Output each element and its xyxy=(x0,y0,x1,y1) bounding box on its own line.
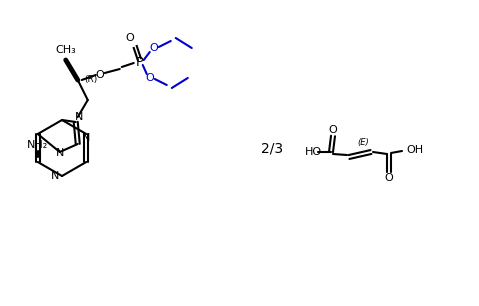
Text: 2/3: 2/3 xyxy=(261,141,283,155)
Text: O: O xyxy=(125,33,134,43)
Text: P: P xyxy=(136,55,144,69)
Text: N: N xyxy=(51,171,59,181)
Text: OH: OH xyxy=(406,145,423,155)
Text: O: O xyxy=(329,125,337,135)
Text: HO: HO xyxy=(305,147,322,157)
Text: N: N xyxy=(82,133,91,143)
Text: (R): (R) xyxy=(84,74,97,84)
Text: N: N xyxy=(75,112,83,122)
Text: CH₃: CH₃ xyxy=(56,45,76,55)
Text: O: O xyxy=(95,70,104,80)
Text: N: N xyxy=(56,148,64,158)
Text: NH₂: NH₂ xyxy=(27,140,48,150)
Text: (E): (E) xyxy=(357,138,369,147)
Text: O: O xyxy=(145,73,154,83)
Text: O: O xyxy=(149,43,158,53)
Text: O: O xyxy=(385,173,393,183)
